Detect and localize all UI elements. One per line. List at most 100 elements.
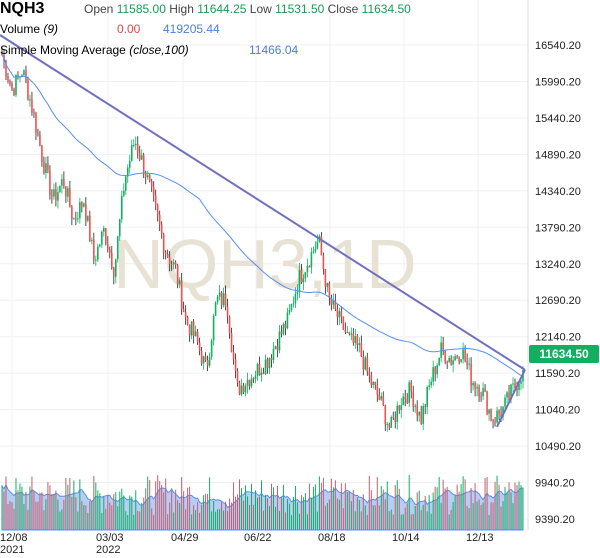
candle-body [132, 145, 135, 147]
x-tick-label: 12/13 [466, 532, 494, 544]
candle-body [300, 270, 303, 283]
close-label: Close [327, 2, 359, 16]
candle-body [33, 112, 35, 114]
candle-body [232, 351, 235, 360]
candle-body [228, 316, 231, 334]
candle-body [220, 292, 223, 306]
candle-body [174, 262, 177, 266]
candle-body [482, 388, 484, 397]
candle-body [350, 333, 353, 335]
candle-body [146, 175, 149, 178]
candle-body [130, 145, 133, 161]
x-tick-sublabel: 2021 [0, 544, 24, 556]
candle-body [486, 391, 488, 414]
candle-body [93, 239, 95, 260]
x-tick-label: 06/22 [244, 532, 272, 544]
candle-body [208, 356, 211, 366]
candle-body [312, 251, 315, 253]
candle-body [416, 405, 419, 416]
candle-body [176, 265, 179, 285]
candle-body [426, 386, 428, 407]
y-tick-label: 13240.20 [535, 259, 581, 271]
candle-body [190, 321, 193, 336]
candle-body [452, 360, 454, 365]
candle-body [39, 134, 41, 146]
candle-body [310, 252, 313, 268]
candle-body [326, 283, 329, 287]
candle-body [280, 331, 283, 334]
candle-body [356, 336, 359, 346]
candle-body [1, 51, 3, 56]
candle-body [63, 179, 65, 187]
candle-body [166, 253, 169, 258]
volume-value-1: 0.00 [117, 22, 141, 36]
candle-body [164, 252, 167, 254]
candle-body [324, 269, 327, 287]
candle-body [520, 381, 522, 384]
y-tick-label: 13790.20 [535, 222, 581, 234]
candle-body [274, 346, 277, 349]
candle-body [270, 358, 273, 361]
candle-body [144, 173, 147, 178]
candle-body [5, 60, 7, 77]
candle-body [290, 303, 293, 311]
candle-body [118, 219, 121, 237]
candle-body [494, 422, 496, 424]
candle-body [304, 272, 307, 279]
sma-value: 11466.04 [249, 43, 299, 57]
candle-body [226, 306, 229, 317]
candle-body [470, 363, 472, 386]
candle-body [148, 175, 151, 182]
candle-body [234, 359, 237, 371]
candle-body [152, 186, 155, 196]
candle-body [81, 202, 83, 207]
candle-body [446, 361, 448, 363]
candle-body [196, 331, 199, 343]
x-tick-label: 03/03 [96, 532, 124, 544]
candle-body [314, 248, 317, 252]
candle-body [156, 204, 159, 215]
candle-body [214, 302, 217, 316]
candle-body [512, 383, 514, 385]
candle-body [200, 350, 203, 364]
candle-body [392, 417, 395, 419]
candle-body [9, 80, 11, 84]
candle-body [154, 195, 157, 205]
x-tick-label: 10/14 [392, 532, 420, 544]
candle-body [136, 143, 139, 154]
candle-body [456, 356, 458, 358]
candle-body [488, 409, 490, 414]
sma-line [1, 54, 524, 377]
candle-body [116, 236, 119, 260]
candle-body [342, 316, 345, 330]
sma-label: Simple Moving Average [0, 43, 126, 57]
candle-body [236, 370, 239, 383]
high-value: 11644.25 [197, 2, 247, 16]
candle-body [396, 405, 399, 422]
candle-body [47, 163, 49, 171]
candle-body [192, 321, 195, 336]
candle-body [306, 265, 309, 273]
candle-body [442, 342, 444, 351]
candle-body [31, 99, 33, 113]
candle-body [57, 192, 59, 201]
candle-body [224, 293, 227, 307]
candle-body [87, 215, 89, 221]
watermark: NQH3,1D [113, 225, 416, 303]
candle-body [462, 349, 464, 360]
candle-body [128, 160, 131, 168]
candle-body [440, 342, 442, 358]
candle-body [332, 300, 335, 305]
candle-body [382, 396, 385, 406]
low-value: 11531.50 [275, 2, 325, 16]
y-tick-label: 12140.20 [535, 332, 581, 344]
candle-body [490, 409, 492, 421]
candle-body [378, 394, 381, 400]
candle-body [302, 278, 305, 283]
candle-body [432, 367, 434, 382]
candle-body [11, 83, 13, 90]
candle-body [41, 145, 43, 162]
candle-body [386, 423, 389, 425]
candle-body [126, 167, 129, 177]
